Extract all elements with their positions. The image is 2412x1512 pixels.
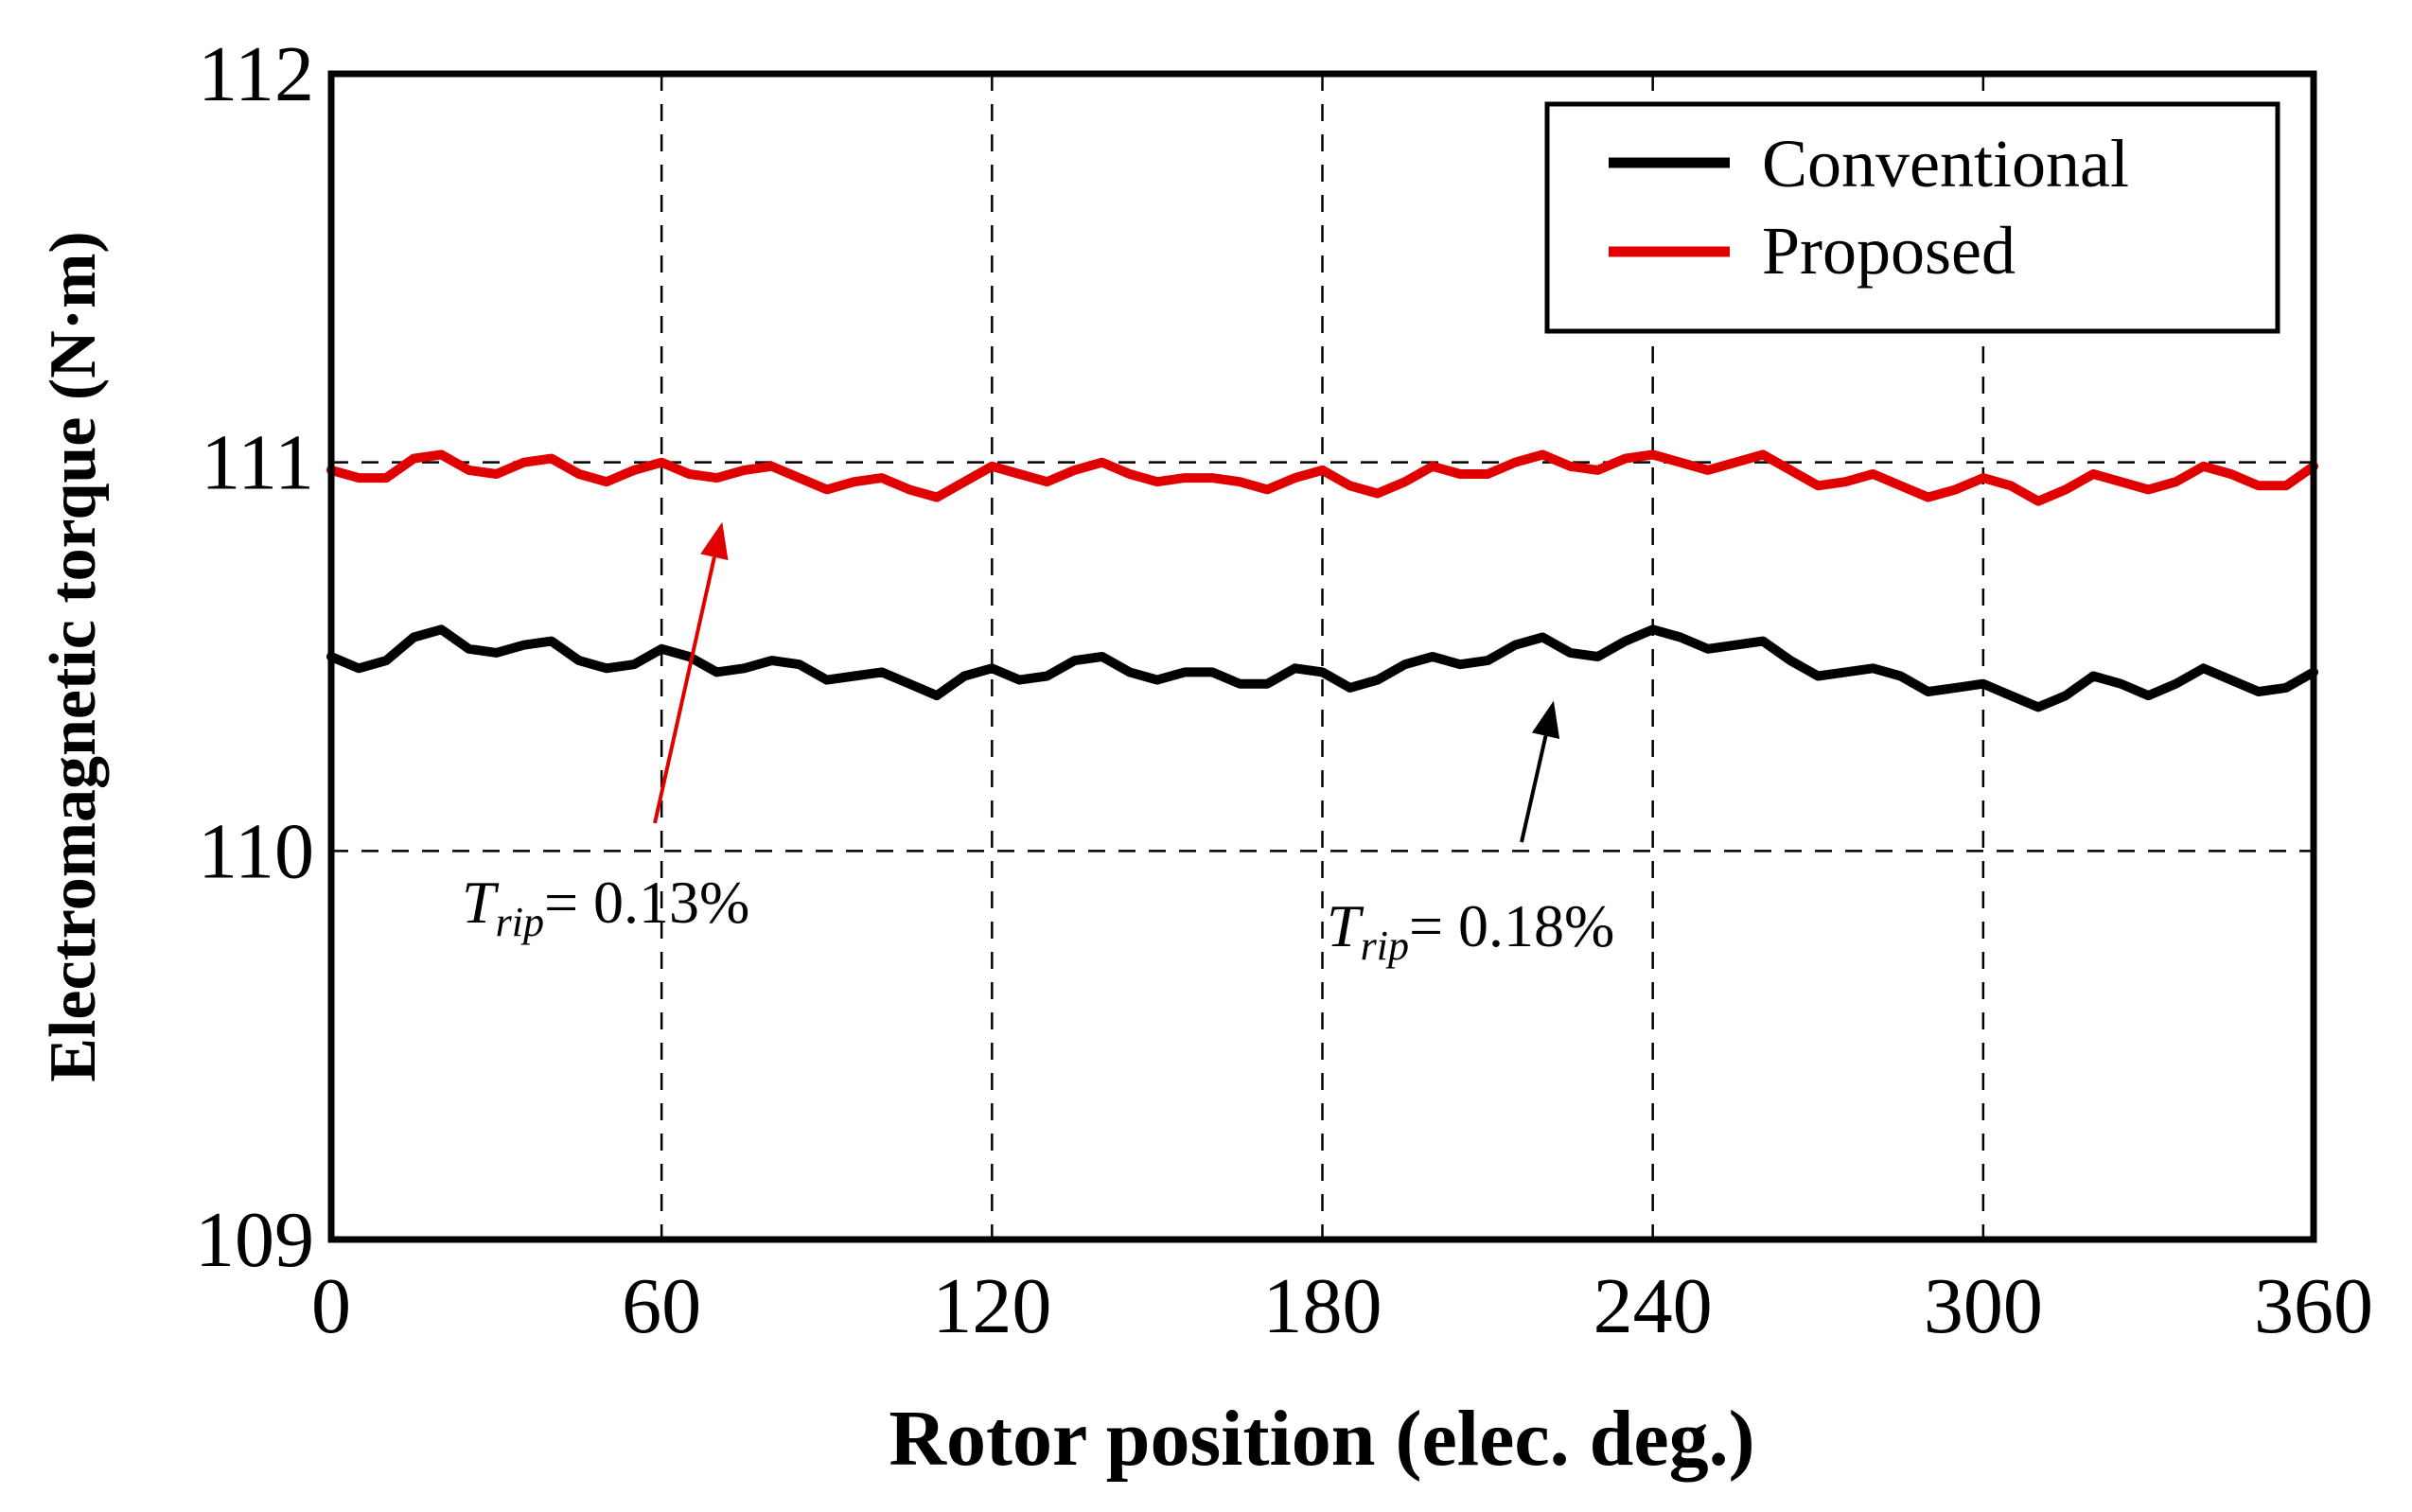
legend-label-conventional: Conventional — [1762, 126, 2129, 202]
y-tick-label: 111 — [201, 419, 314, 507]
tick-labels: 0 60 120 180 240 300 360 109 110 111 112 — [195, 30, 2373, 1350]
annotation-value: = 0.18% — [1409, 892, 1614, 959]
annotation-conventional: Trip= 0.18% — [1327, 700, 1614, 969]
y-tick-label: 109 — [195, 1196, 314, 1284]
annotation-arrow-conventional — [1520, 735, 1548, 843]
annotation-proposed: Trip= 0.13% — [462, 521, 749, 945]
annotation-subscript: rip — [496, 899, 544, 945]
annotation-value: = 0.13% — [544, 869, 749, 936]
x-axis-label: Rotor position (elec. deg.) — [889, 1395, 1754, 1483]
x-tick-label: 300 — [1924, 1262, 2043, 1350]
x-tick-label: 0 — [311, 1262, 351, 1350]
annotation-arrowhead-conventional — [1531, 700, 1560, 739]
series-line-proposed — [326, 449, 2318, 506]
annotation-text-conventional: Trip= 0.18% — [1327, 892, 1614, 969]
x-tick-label: 240 — [1593, 1262, 1713, 1350]
annotation-arrow-proposed — [653, 556, 716, 824]
plot-frame — [327, 70, 2317, 1243]
annotation-symbol: T — [462, 869, 500, 936]
y-axis-label: Electromagnetic torque (N·m) — [37, 231, 110, 1081]
series-layer — [326, 449, 2318, 712]
annotation-symbol: T — [1327, 892, 1364, 959]
y-tick-label: 110 — [198, 807, 314, 895]
annotation-subscript: rip — [1361, 923, 1409, 969]
legend: Conventional Proposed — [1544, 101, 2280, 334]
x-tick-label: 180 — [1263, 1262, 1382, 1350]
x-tick-label: 60 — [622, 1262, 701, 1350]
legend-label-proposed: Proposed — [1762, 213, 2016, 289]
series-line-conventional — [326, 624, 2318, 712]
annotation-text-proposed: Trip= 0.13% — [462, 869, 749, 945]
x-tick-label: 360 — [2254, 1262, 2373, 1350]
legend-box — [1544, 101, 2280, 334]
annotation-arrowhead-proposed — [700, 521, 729, 561]
y-tick-label: 112 — [198, 30, 314, 118]
x-tick-label: 120 — [932, 1262, 1051, 1350]
